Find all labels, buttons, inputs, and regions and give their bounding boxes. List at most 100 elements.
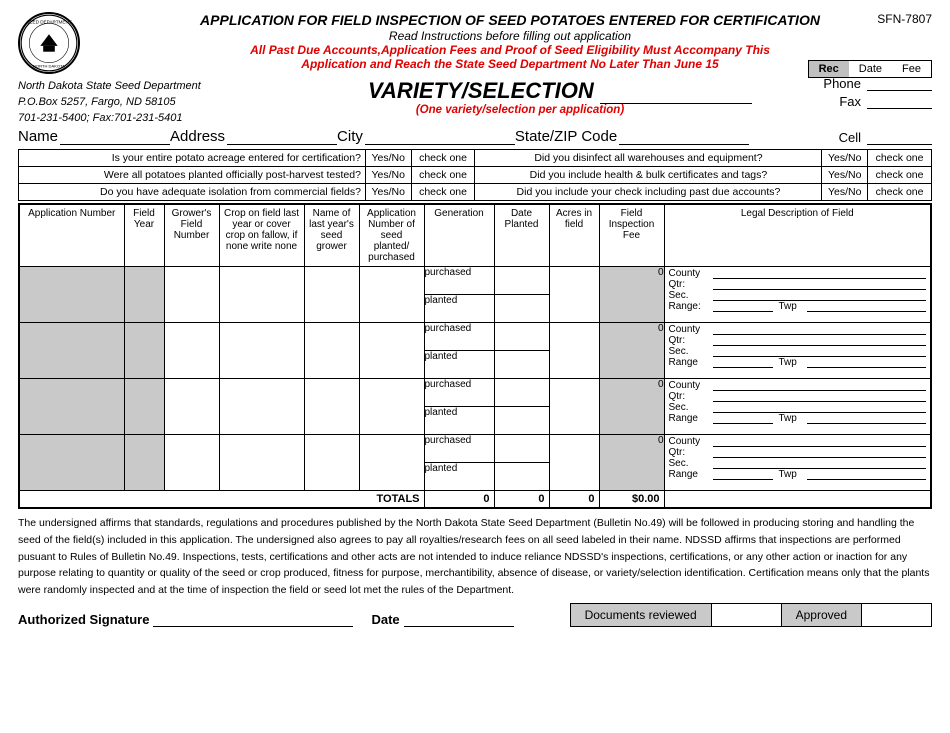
fieldyear-cell[interactable] — [124, 267, 164, 323]
city-input[interactable] — [365, 129, 515, 145]
acres-cell[interactable] — [549, 323, 599, 379]
svg-text:SEED DEPARTMENT: SEED DEPARTMENT — [26, 19, 71, 24]
yesno: Yes/No — [822, 184, 868, 201]
county-label: County — [669, 436, 711, 447]
col-generation: Generation — [424, 204, 494, 267]
date-cell[interactable] — [494, 435, 549, 463]
county-label: County — [669, 324, 711, 335]
totals-label: TOTALS — [19, 491, 424, 509]
statezip-input[interactable] — [619, 129, 749, 145]
yesno: Yes/No — [365, 184, 411, 201]
growers-cell[interactable] — [164, 267, 219, 323]
acres-cell[interactable] — [549, 379, 599, 435]
phone-input[interactable] — [867, 77, 932, 91]
crop-cell[interactable] — [219, 379, 304, 435]
range-label: Range: — [669, 301, 711, 312]
acres-cell[interactable] — [549, 435, 599, 491]
date-cell[interactable] — [494, 267, 549, 295]
legal-cell[interactable]: County Qtr: Sec. RangeTwp — [664, 379, 931, 435]
statezip-label: State/ZIP Code — [515, 128, 617, 145]
county-label: County — [669, 268, 711, 279]
col-growers: Grower's Field Number — [164, 204, 219, 267]
legal-cell[interactable]: County Qtr: Sec. RangeTwp — [664, 323, 931, 379]
legal-cell[interactable]: County Qtr: Sec. Range:Twp — [664, 267, 931, 323]
growers-cell[interactable] — [164, 435, 219, 491]
date-cell[interactable] — [494, 323, 549, 351]
fieldyear-cell[interactable] — [124, 323, 164, 379]
bottom-date-line[interactable] — [404, 611, 514, 627]
documents-box: Documents reviewed Approved — [570, 603, 932, 627]
name-input[interactable] — [60, 129, 170, 145]
range-label: Range — [669, 413, 711, 424]
variety-label: VARIETY/SELECTION — [368, 78, 594, 104]
appnum-cell[interactable] — [19, 267, 124, 323]
seednum-cell[interactable] — [359, 435, 424, 491]
planted-label: planted — [425, 407, 458, 418]
check-one[interactable]: check one — [868, 150, 932, 167]
form-number: SFN-7807 — [877, 12, 932, 26]
q3: Do you have adequate isolation from comm… — [19, 184, 366, 201]
fieldyear-cell[interactable] — [124, 379, 164, 435]
date-cell[interactable] — [494, 407, 549, 435]
approved-label: Approved — [781, 604, 861, 626]
fieldyear-cell[interactable] — [124, 435, 164, 491]
growers-cell[interactable] — [164, 379, 219, 435]
address-label: Address — [170, 128, 225, 145]
signature-line[interactable] — [153, 611, 353, 627]
appnum-cell[interactable] — [19, 435, 124, 491]
fax-input[interactable] — [867, 95, 932, 109]
date-cell[interactable] — [494, 351, 549, 379]
lastgrower-cell[interactable] — [304, 379, 359, 435]
date-cell[interactable] — [494, 379, 549, 407]
seednum-cell[interactable] — [359, 323, 424, 379]
seednum-cell[interactable] — [359, 267, 424, 323]
lastgrower-cell[interactable] — [304, 323, 359, 379]
col-lastgrower: Name of last year's seed grower — [304, 204, 359, 267]
yesno-questions-table: Is your entire potato acreage entered fo… — [18, 149, 932, 201]
legal-cell[interactable]: County Qtr: Sec. RangeTwp — [664, 435, 931, 491]
twp-label: Twp — [779, 469, 805, 480]
twp-label: Twp — [779, 357, 805, 368]
crop-cell[interactable] — [219, 267, 304, 323]
q1: Is your entire potato acreage entered fo… — [19, 150, 366, 167]
check-one[interactable]: check one — [868, 184, 932, 201]
growers-cell[interactable] — [164, 323, 219, 379]
date-cell[interactable] — [494, 463, 549, 491]
date-cell[interactable] — [494, 295, 549, 323]
affirmation-text: The undersigned affirms that standards, … — [18, 515, 932, 599]
yesno: Yes/No — [365, 167, 411, 184]
twp-label: Twp — [779, 413, 805, 424]
purchased-label: purchased — [425, 379, 472, 390]
address-input[interactable] — [227, 129, 337, 145]
rec-label: Rec — [809, 61, 849, 77]
warning-line-2: Application and Reach the State Seed Dep… — [88, 57, 932, 71]
approved-blank[interactable] — [861, 604, 931, 626]
cell-input[interactable] — [867, 131, 932, 145]
dept-po: P.O.Box 5257, Fargo, ND 58105 — [18, 96, 228, 108]
sec-label: Sec. — [669, 402, 711, 413]
check-one[interactable]: check one — [411, 184, 475, 201]
purchased-label: purchased — [425, 267, 472, 278]
lastgrower-cell[interactable] — [304, 267, 359, 323]
signature-label: Authorized Signature — [18, 612, 149, 627]
check-one[interactable]: check one — [411, 167, 475, 184]
check-one[interactable]: check one — [411, 150, 475, 167]
variety-input-line[interactable] — [600, 84, 752, 104]
docs-reviewed-label: Documents reviewed — [571, 604, 711, 626]
check-one[interactable]: check one — [868, 167, 932, 184]
yesno: Yes/No — [365, 150, 411, 167]
state-seal-icon: SEED DEPARTMENTNORTH DAKOTA — [18, 12, 80, 74]
lastgrower-cell[interactable] — [304, 435, 359, 491]
crop-cell[interactable] — [219, 323, 304, 379]
name-label: Name — [18, 128, 58, 145]
yesno: Yes/No — [822, 167, 868, 184]
seednum-cell[interactable] — [359, 379, 424, 435]
appnum-cell[interactable] — [19, 323, 124, 379]
qtr-label: Qtr: — [669, 335, 711, 346]
acres-cell[interactable] — [549, 267, 599, 323]
docs-reviewed-blank[interactable] — [711, 604, 781, 626]
crop-cell[interactable] — [219, 435, 304, 491]
totals-v1: 0 — [424, 491, 494, 509]
appnum-cell[interactable] — [19, 379, 124, 435]
fee-cell: 0 — [599, 323, 664, 379]
